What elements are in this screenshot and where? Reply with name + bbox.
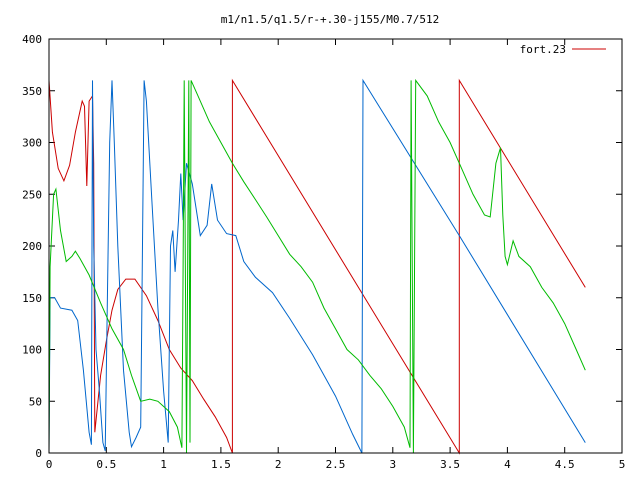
x-tick-label: 0: [46, 458, 53, 471]
x-tick-label: 2.5: [326, 458, 346, 471]
series-lines: [48, 78, 586, 455]
y-tick-label: 0: [35, 447, 42, 460]
chart-title: m1/n1.5/q1.5/r-+.30-j155/M0.7/512: [221, 13, 440, 26]
x-tick-label: 2: [275, 458, 282, 471]
x-tick-label: 3: [389, 458, 396, 471]
y-tick-label: 400: [22, 33, 42, 46]
y-tick-label: 50: [29, 395, 42, 408]
x-tick-label: 4: [504, 458, 511, 471]
legend: fort.23: [520, 43, 606, 56]
x-tick-label: 3.5: [440, 458, 460, 471]
y-tick-label: 300: [22, 137, 42, 150]
x-tick-label: 4.5: [555, 458, 575, 471]
series-line-3: [48, 78, 586, 454]
y-tick-label: 100: [22, 344, 42, 357]
y-tick-label: 250: [22, 188, 42, 201]
plot-frame: [48, 38, 623, 454]
x-tick-label: 1: [160, 458, 167, 471]
series-line-1: [48, 78, 586, 455]
x-tick-label: 1.5: [211, 458, 231, 471]
y-tick-label: 200: [22, 240, 42, 253]
y-tick-label: 150: [22, 292, 42, 305]
x-tick-label: 5: [619, 458, 626, 471]
legend-label: fort.23: [520, 43, 566, 56]
y-axis-ticks: 0 50 100 150 200 250 300 350 400: [22, 33, 622, 460]
series-line-2: [48, 78, 586, 454]
x-axis-ticks: 0 0.5 1 1.5 2 2.5 3 3.5 4 4.5 5: [46, 39, 626, 471]
y-tick-label: 350: [22, 85, 42, 98]
x-tick-label: 0.5: [96, 458, 116, 471]
